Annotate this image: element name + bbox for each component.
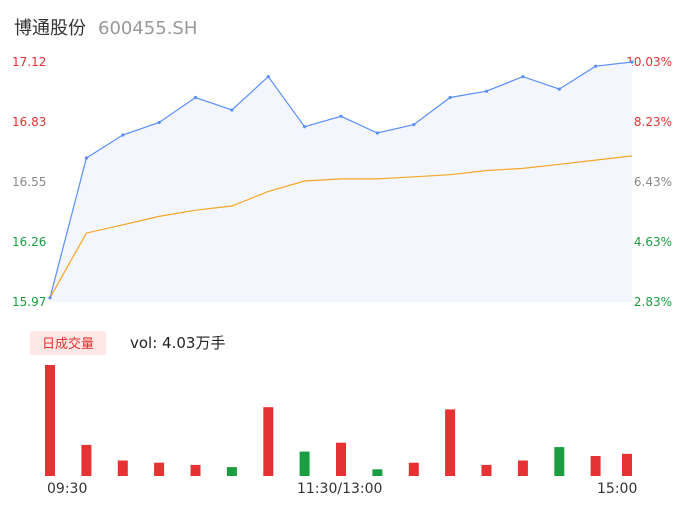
stock-title: 博通股份 600455.SH xyxy=(14,14,197,40)
price-label-2: 16.83 xyxy=(12,115,47,129)
pct-label-max: 10.03% xyxy=(626,55,672,69)
volume-bar xyxy=(517,460,528,476)
volume-bar xyxy=(45,365,55,476)
price-point xyxy=(193,95,198,100)
price-point xyxy=(521,75,525,79)
volume-bar xyxy=(81,444,92,476)
price-point xyxy=(339,114,343,118)
price-point xyxy=(557,87,561,91)
price-point xyxy=(121,133,125,137)
volume-bar xyxy=(372,469,383,476)
price-point xyxy=(448,95,452,100)
pct-label-min: 2.83% xyxy=(633,295,672,309)
volume-bar xyxy=(408,462,419,476)
pct-label-4: 4.63% xyxy=(633,235,672,249)
price-area-fill xyxy=(50,62,632,302)
volume-badge: 日成交量 xyxy=(30,331,107,355)
price-label-max: 17.12 xyxy=(12,55,47,69)
price-point xyxy=(230,108,234,112)
price-point xyxy=(157,120,161,125)
volume-bar xyxy=(154,462,165,476)
volume-bar xyxy=(554,447,565,476)
price-point xyxy=(266,75,270,79)
price-label-4: 16.26 xyxy=(12,235,47,249)
time-label-open: 09:30 xyxy=(47,481,88,497)
volume-bar xyxy=(263,407,274,476)
price-point xyxy=(630,60,634,64)
time-label-midday: 11:30/13:00 xyxy=(297,481,383,497)
pct-label-2: 8.23% xyxy=(633,115,672,129)
volume-bar xyxy=(622,453,632,476)
price-point xyxy=(375,131,379,135)
volume-bar xyxy=(590,456,601,476)
volume-bar xyxy=(117,460,128,476)
price-point xyxy=(594,64,598,68)
time-label-close: 15:00 xyxy=(597,481,638,497)
volume-bar xyxy=(336,442,346,476)
stock-code: 600455.SH xyxy=(98,18,198,39)
price-point xyxy=(484,89,489,93)
volume-bar xyxy=(299,451,310,476)
volume-bar xyxy=(190,464,201,476)
volume-bar xyxy=(226,467,237,476)
pct-label-mid: 6.43% xyxy=(633,175,672,189)
price-label-mid: 16.55 xyxy=(12,175,47,189)
price-point xyxy=(303,125,307,129)
volume-bar xyxy=(445,409,456,476)
price-point xyxy=(84,156,88,160)
stock-name: 博通股份 xyxy=(14,18,86,39)
price-point xyxy=(412,123,416,127)
average-price-line xyxy=(49,155,633,299)
price-label-min: 15.97 xyxy=(12,295,47,309)
volume-bar xyxy=(481,464,492,476)
volume-summary: vol: 4.03万手 xyxy=(130,334,226,352)
price-point xyxy=(48,296,52,300)
